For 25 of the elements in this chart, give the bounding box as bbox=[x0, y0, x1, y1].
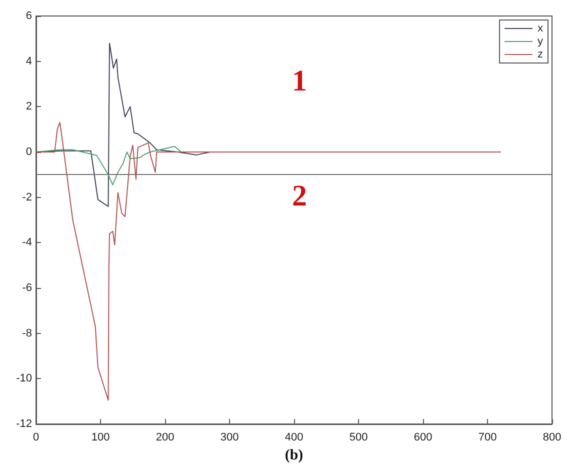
x-tick-label: 500 bbox=[349, 432, 368, 444]
annotation: 1 bbox=[292, 64, 307, 98]
annotation: 2 bbox=[292, 180, 307, 212]
x-tick-label: 200 bbox=[156, 432, 174, 444]
line-series bbox=[36, 122, 501, 401]
legend-label: y bbox=[538, 36, 544, 48]
y-tick-label: 6 bbox=[26, 10, 32, 22]
x-tick-label: 800 bbox=[542, 432, 562, 444]
y-tick-label: -4 bbox=[22, 236, 32, 249]
y-tick-label: 0 bbox=[26, 146, 32, 158]
x-tick-label: 100 bbox=[91, 432, 110, 444]
y-tick-label: -2 bbox=[22, 191, 32, 204]
y-tick-label: -8 bbox=[22, 327, 32, 340]
x-tick-label: 700 bbox=[478, 432, 497, 444]
x-axis-title: (b) bbox=[284, 448, 304, 464]
y-tick-label: -10 bbox=[16, 372, 32, 385]
x-tick-label: 600 bbox=[414, 432, 432, 444]
x-tick-label: 300 bbox=[220, 432, 239, 444]
x-tick-label: 400 bbox=[284, 432, 304, 444]
y-tick-label: 2 bbox=[26, 100, 32, 113]
y-tick-label: 4 bbox=[26, 55, 32, 68]
y-tick-label: -12 bbox=[16, 418, 32, 430]
y-tick-label: -6 bbox=[22, 282, 32, 294]
legend-label: z bbox=[538, 48, 543, 60]
legend-label: x bbox=[538, 22, 544, 34]
